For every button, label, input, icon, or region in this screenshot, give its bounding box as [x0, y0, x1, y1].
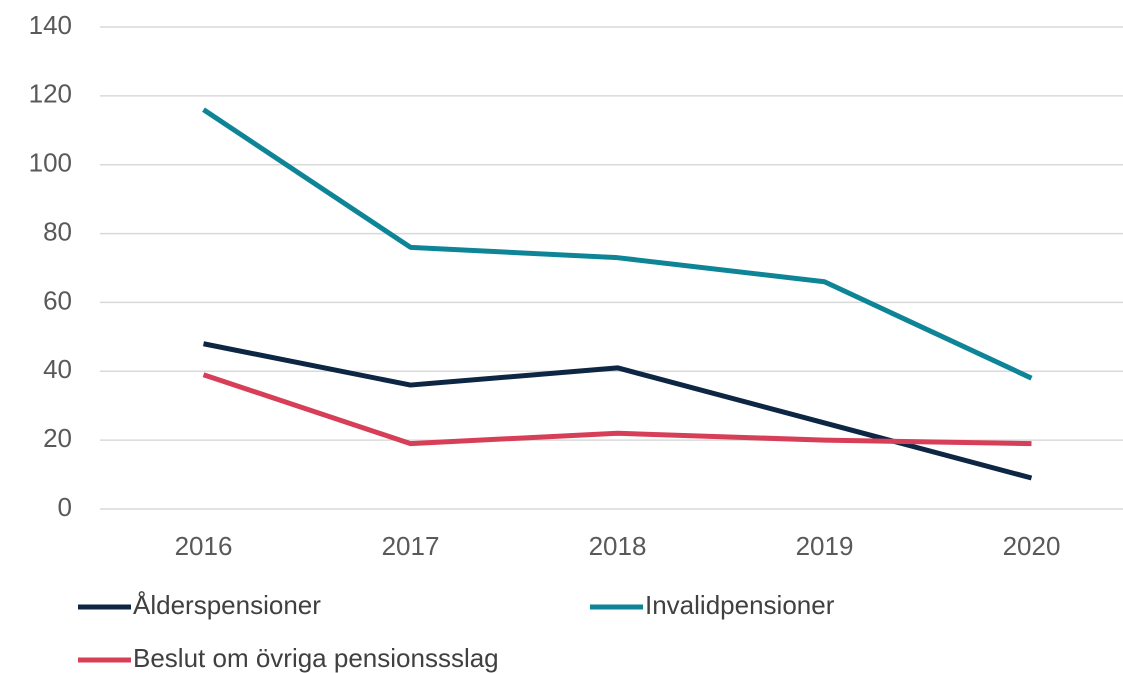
x-tick-label: 2017	[382, 531, 440, 561]
x-tick-label: 2016	[175, 531, 233, 561]
legend-label: Beslut om övriga pensionssslag	[133, 643, 499, 673]
y-tick-label: 100	[29, 148, 72, 178]
y-tick-label: 120	[29, 79, 72, 109]
y-tick-label: 0	[58, 492, 72, 522]
series-line	[203, 341, 1033, 481]
x-tick-label: 2020	[1003, 531, 1061, 561]
legend-label: Ålderspensioner	[133, 590, 321, 620]
legend-label: Invalidpensioner	[645, 590, 835, 620]
legend: Ålderspensioner Invalidpensioner Beslut om…	[78, 590, 835, 673]
y-tick-label: 80	[43, 216, 72, 246]
x-tick-label: 2018	[589, 531, 647, 561]
y-tick-label: 140	[29, 10, 72, 40]
y-tick-label: 20	[43, 423, 72, 453]
series-line	[202, 107, 1033, 381]
series-line	[202, 372, 1032, 447]
y-tick-label: 40	[43, 354, 72, 384]
x-tick-label: 2019	[796, 531, 854, 561]
y-tick-label: 60	[43, 285, 72, 315]
